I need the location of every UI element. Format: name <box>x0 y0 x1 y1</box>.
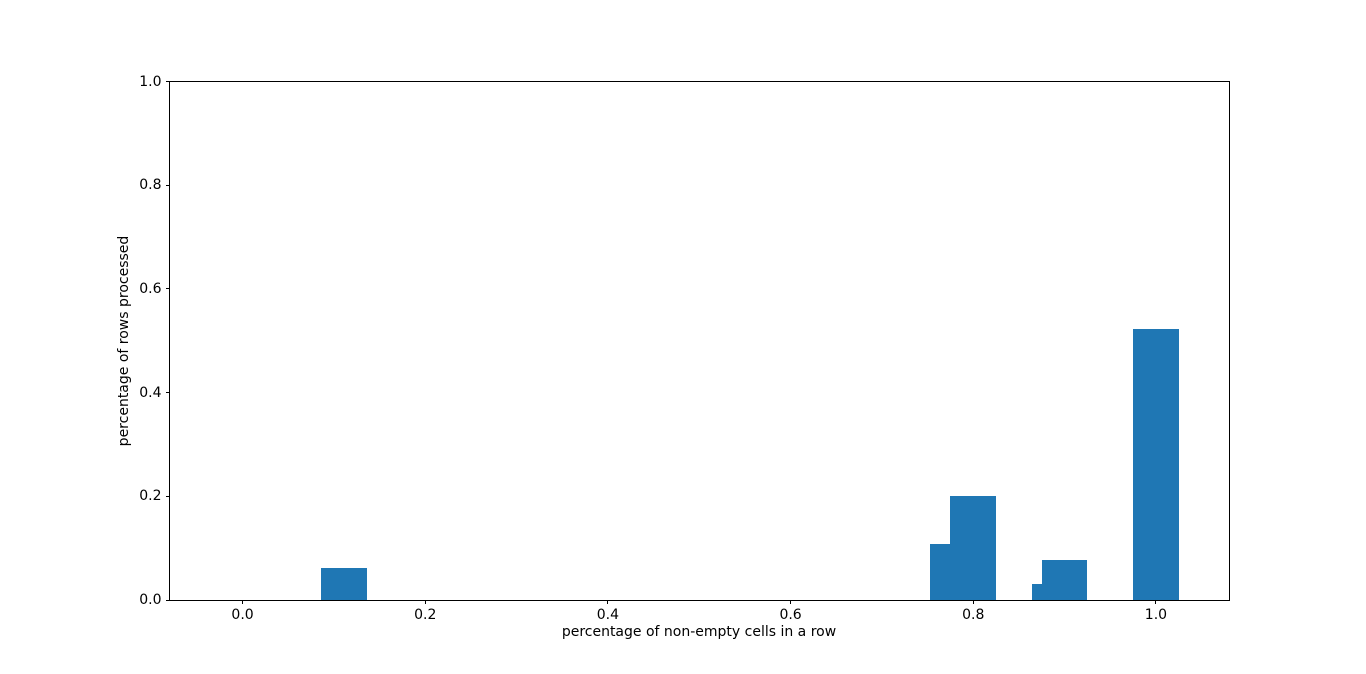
y-tick-mark <box>165 81 170 82</box>
y-tick-label: 0.2 <box>139 488 162 505</box>
bar <box>950 496 997 600</box>
y-tick-mark <box>165 495 170 497</box>
x-tick-label: 0.6 <box>779 607 802 623</box>
y-tick-label: 0.6 <box>139 280 162 297</box>
plot-area <box>169 81 1230 601</box>
x-axis-label: percentage of non-empty cells in a row <box>561 624 837 640</box>
x-tick-mark <box>972 600 974 604</box>
x-tick-mark <box>242 600 244 604</box>
y-tick-label: 0.4 <box>139 384 162 401</box>
x-tick-mark <box>1155 600 1157 604</box>
x-tick-label: 1.0 <box>1144 607 1168 623</box>
y-tick-label: 0.8 <box>139 177 162 194</box>
x-tick-label: 0.4 <box>596 607 620 623</box>
x-tick-label: 0.2 <box>414 607 437 623</box>
bar <box>1041 560 1088 600</box>
y-tick-label: 0.0 <box>139 592 162 608</box>
y-tick-mark <box>165 392 170 394</box>
y-tick-label: 1.0 <box>139 73 162 90</box>
bar <box>1133 328 1179 600</box>
y-tick-mark <box>165 599 170 601</box>
y-tick-mark <box>165 184 170 186</box>
y-tick-mark <box>165 288 170 290</box>
x-tick-label: 0.8 <box>962 607 985 623</box>
x-tick-mark <box>790 600 792 604</box>
x-tick-mark <box>607 600 609 604</box>
x-tick-mark <box>424 600 426 604</box>
bar <box>321 568 367 600</box>
y-axis-label: percentage of rows processed <box>116 235 132 447</box>
x-tick-label: 0.0 <box>231 607 254 623</box>
